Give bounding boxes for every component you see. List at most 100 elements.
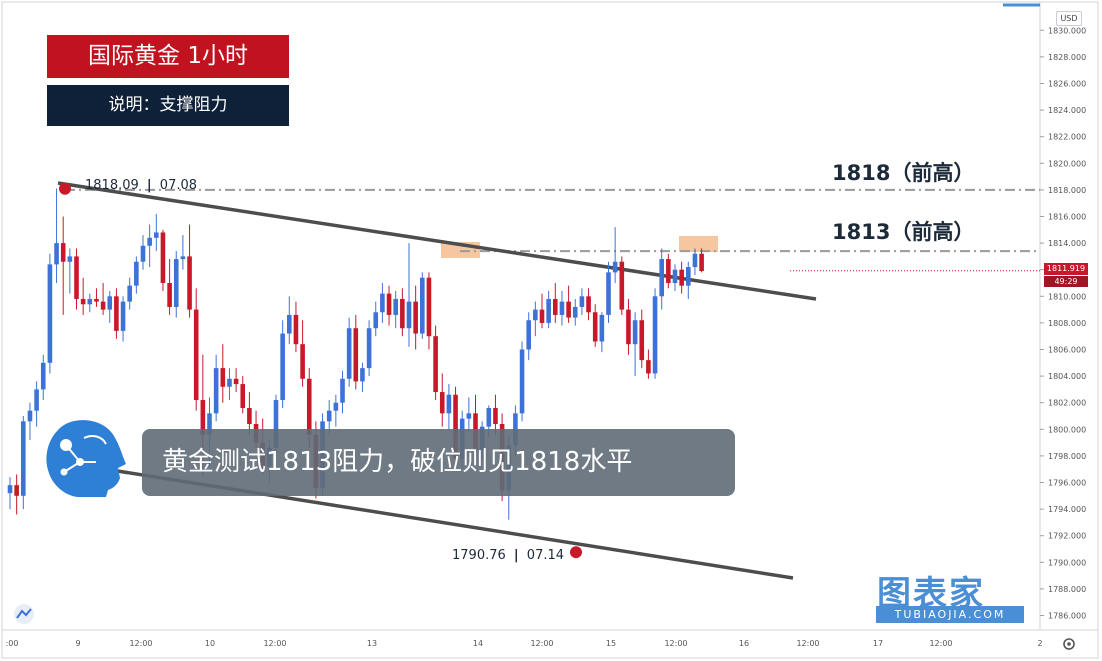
candle-body bbox=[80, 298, 86, 305]
candle-body bbox=[14, 485, 19, 496]
candle-body bbox=[679, 269, 684, 286]
candle-body bbox=[486, 408, 492, 427]
candle-body bbox=[233, 378, 239, 385]
price-tick-label: 1824.000 bbox=[1048, 106, 1086, 115]
candle-body bbox=[47, 264, 53, 363]
candle-body bbox=[7, 485, 13, 494]
price-tick-label: 1830.000 bbox=[1048, 26, 1086, 35]
candle-body bbox=[612, 261, 618, 273]
candle-body bbox=[659, 259, 664, 297]
candle-body bbox=[300, 344, 305, 379]
high-point-label: 1818.09 | 07.08 bbox=[85, 178, 198, 193]
candle-body bbox=[280, 333, 285, 401]
time-tick-label: 17 bbox=[873, 639, 883, 648]
candle-body bbox=[134, 261, 139, 286]
low-point-dot bbox=[570, 546, 582, 559]
time-tick-label: 12:00 bbox=[664, 639, 687, 648]
tradingview-logo-icon[interactable] bbox=[14, 604, 34, 624]
candle-body bbox=[646, 360, 651, 374]
candle-body bbox=[533, 309, 538, 321]
candle-body bbox=[60, 243, 66, 262]
candle-body bbox=[107, 296, 113, 310]
candle-body bbox=[380, 293, 385, 313]
price-tick-label: 1820.000 bbox=[1048, 159, 1086, 168]
candle-body bbox=[333, 402, 339, 411]
candle-body bbox=[599, 314, 605, 342]
candle-body bbox=[393, 298, 398, 315]
candle-body bbox=[572, 306, 578, 318]
candle-body bbox=[87, 298, 93, 305]
candle-body bbox=[519, 349, 525, 414]
candle-body bbox=[220, 368, 226, 387]
time-tick-label: 9 bbox=[75, 639, 80, 648]
candle-body bbox=[353, 328, 359, 382]
price-tick-label: 1798.000 bbox=[1048, 452, 1086, 461]
candle-body bbox=[140, 245, 146, 262]
candle-body bbox=[360, 368, 365, 382]
candle-body bbox=[293, 314, 299, 345]
current-price-tag: 1811.919 bbox=[1044, 263, 1088, 275]
candle-body bbox=[306, 378, 312, 435]
price-tick-label: 1822.000 bbox=[1048, 133, 1086, 142]
high-point-dot bbox=[59, 182, 71, 195]
candle-body bbox=[699, 253, 704, 272]
candle-body bbox=[592, 312, 598, 342]
time-tick-label: 12:00 bbox=[929, 639, 952, 648]
settings-gear-icon[interactable] bbox=[1063, 638, 1075, 650]
time-tick-label: 14 bbox=[473, 639, 483, 648]
candle-body bbox=[493, 408, 498, 424]
candle-body bbox=[553, 298, 558, 315]
price-tick-label: 1802.000 bbox=[1048, 399, 1086, 408]
price-tick-label: 1808.000 bbox=[1048, 319, 1086, 328]
price-tick-label: 1826.000 bbox=[1048, 80, 1086, 89]
watermark-url: TUBIAOJIA.COM bbox=[876, 606, 1024, 623]
candle-body bbox=[373, 312, 379, 329]
time-tick-label: 16 bbox=[739, 639, 749, 648]
price-tick-label: 1814.000 bbox=[1048, 239, 1086, 248]
candle-body bbox=[94, 298, 99, 302]
candle-body bbox=[273, 400, 279, 448]
countdown-tag: 49:29 bbox=[1044, 276, 1088, 287]
price-tick-label: 1818.000 bbox=[1048, 186, 1086, 195]
low-point-price: 1790.76 bbox=[452, 548, 506, 563]
candle-body bbox=[632, 320, 638, 345]
candle-body bbox=[453, 394, 458, 459]
candle-body bbox=[247, 408, 252, 424]
candle-body bbox=[433, 336, 438, 393]
candle-body bbox=[167, 283, 172, 307]
candle-body bbox=[114, 296, 119, 331]
watermark-logo: 图表家 bbox=[877, 574, 985, 614]
currency-badge[interactable]: USD bbox=[1056, 11, 1082, 26]
candle-body bbox=[586, 296, 591, 313]
candle-body bbox=[40, 362, 46, 390]
low-point-label: 1790.76 | 07.14 bbox=[452, 548, 565, 563]
candle-body bbox=[406, 301, 412, 329]
candle-body bbox=[207, 413, 212, 435]
price-tick-label: 1828.000 bbox=[1048, 53, 1086, 62]
candle-body bbox=[652, 296, 658, 374]
time-tick-label: 2 bbox=[1037, 639, 1042, 648]
candle-body bbox=[213, 368, 219, 414]
candle-body bbox=[227, 378, 232, 387]
candle-body bbox=[21, 421, 26, 496]
candle-body bbox=[100, 301, 106, 310]
candle-body bbox=[626, 309, 631, 345]
time-tick-label: 15 bbox=[606, 639, 616, 648]
level-label-1818: 1818（前高） bbox=[832, 161, 975, 185]
candle-body bbox=[187, 256, 192, 310]
analysis-banner: 黄金测试1813阻力，破位则见1818水平 bbox=[142, 429, 735, 496]
candle-body bbox=[426, 277, 432, 337]
time-tick-label: 12:00 bbox=[129, 639, 152, 648]
candle-body bbox=[466, 413, 472, 419]
price-tick-label: 1786.000 bbox=[1048, 612, 1086, 621]
candle-body bbox=[326, 410, 332, 422]
price-tick-label: 1806.000 bbox=[1048, 346, 1086, 355]
candle-body bbox=[287, 314, 292, 334]
candle-body bbox=[74, 256, 79, 299]
candle-body bbox=[173, 259, 179, 307]
candles bbox=[7, 188, 704, 520]
price-tick-label: 1796.000 bbox=[1048, 479, 1086, 488]
candle-body bbox=[180, 256, 186, 260]
time-tick-label: 12:00 bbox=[796, 639, 819, 648]
